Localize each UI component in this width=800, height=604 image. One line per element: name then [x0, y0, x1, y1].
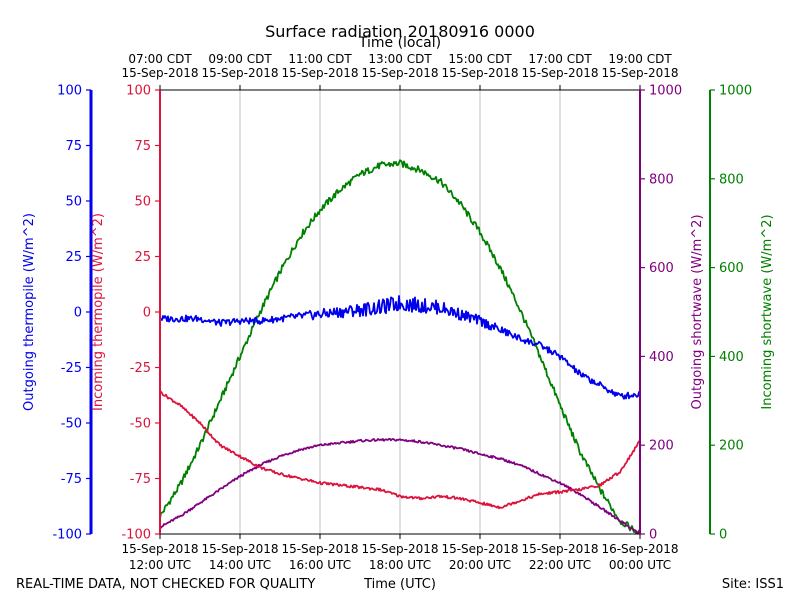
top-axis-label: Time (local) — [358, 35, 441, 51]
chart-title: Surface radiation 20180916 0000 — [265, 22, 535, 41]
outgoing_shortwave-axis-label: Outgoing shortwave (W/m^2) — [690, 214, 705, 409]
incoming_thermopile-tick-label: 0 — [143, 306, 151, 321]
bottom-tick-time: 16:00 UTC — [289, 558, 351, 572]
top-tick-date: 15-Sep-2018 — [441, 66, 518, 80]
incoming_thermopile-tick-label: 75 — [134, 139, 151, 154]
outgoing_shortwave-tick-label: 200 — [649, 439, 674, 454]
incoming_thermopile-tick-label: 25 — [134, 250, 151, 265]
incoming_thermopile-tick-label: 100 — [126, 84, 151, 99]
bottom-tick-time: 22:00 UTC — [529, 558, 591, 572]
bottom-tick-date: 16-Sep-2018 — [601, 542, 678, 556]
incoming_shortwave-tick-label: 400 — [719, 350, 744, 365]
incoming_thermopile-tick-label: 50 — [134, 195, 151, 210]
series-outgoing-shortwave — [159, 437, 641, 535]
bottom-tick-time: 12:00 UTC — [129, 558, 191, 572]
outgoing_shortwave-tick-label: 400 — [649, 350, 674, 365]
outgoing_shortwave-tick-label: 800 — [649, 172, 674, 187]
bottom-tick-date: 15-Sep-2018 — [201, 542, 278, 556]
outgoing_thermopile-tick-label: -25 — [61, 361, 82, 376]
outgoing_thermopile-tick-label: 50 — [65, 195, 82, 210]
bottom-tick-date: 15-Sep-2018 — [441, 542, 518, 556]
bottom-tick-date: 15-Sep-2018 — [521, 542, 598, 556]
series-outgoing-thermopile — [159, 295, 641, 400]
series-incoming-shortwave — [159, 159, 641, 535]
top-tick-time: 09:00 CDT — [208, 52, 272, 66]
series-layer — [159, 159, 641, 535]
outgoing_thermopile-tick-label: 25 — [65, 250, 82, 265]
outgoing_thermopile-axis-label: Outgoing thermopile (W/m^2) — [22, 213, 37, 411]
top-tick-date: 15-Sep-2018 — [201, 66, 278, 80]
outgoing_shortwave-tick-label: 0 — [649, 528, 657, 543]
bottom-tick-time: 20:00 UTC — [449, 558, 511, 572]
top-tick-date: 15-Sep-2018 — [361, 66, 438, 80]
incoming_shortwave-tick-label: 1000 — [719, 84, 752, 99]
outgoing_thermopile-tick-label: 75 — [65, 139, 82, 154]
incoming_thermopile-tick-label: -25 — [130, 361, 151, 376]
bottom-tick-date: 15-Sep-2018 — [281, 542, 358, 556]
bottom-axis-label: Time (UTC) — [363, 577, 436, 592]
top-tick-time: 07:00 CDT — [128, 52, 192, 66]
outgoing_thermopile-tick-label: 0 — [74, 306, 82, 321]
grid-layer — [239, 90, 561, 534]
incoming_thermopile-axis-label: Incoming thermopile (W/m^2) — [91, 213, 106, 411]
bottom-tick-time: 14:00 UTC — [209, 558, 271, 572]
axes-layer: -100 -75 -50 -25 0 25 50 75 100 Outgoing thermopi… — [22, 84, 775, 543]
incoming_shortwave-tick-label: 600 — [719, 261, 744, 276]
top-tick-time: 17:00 CDT — [528, 52, 592, 66]
incoming_shortwave-axis-label: Incoming shortwave (W/m^2) — [760, 214, 775, 409]
outgoing_shortwave-tick-label: 1000 — [649, 84, 682, 99]
top-tick-time: 11:00 CDT — [288, 52, 352, 66]
top-tick-time: 15:00 CDT — [448, 52, 512, 66]
x-tick-layer: 15-Sep-2018 12:00 UTC 15-Sep-2018 14:00 UTC… — [121, 52, 678, 572]
top-tick-date: 15-Sep-2018 — [601, 66, 678, 80]
incoming_thermopile-tick-label: -50 — [130, 417, 151, 432]
site-label: Site: ISS1 — [722, 577, 784, 592]
incoming_shortwave-tick-label: 200 — [719, 439, 744, 454]
outgoing_thermopile-tick-label: -50 — [61, 417, 82, 432]
outgoing_thermopile-tick-label: -100 — [52, 528, 82, 543]
quality-notice: REAL-TIME DATA, NOT CHECKED FOR QUALITY — [16, 577, 315, 592]
outgoing_thermopile-tick-label: 100 — [57, 84, 82, 99]
outgoing_thermopile-tick-label: -75 — [61, 472, 82, 487]
top-tick-time: 13:00 CDT — [368, 52, 432, 66]
incoming_thermopile-tick-label: -100 — [121, 528, 151, 543]
bottom-tick-time: 00:00 UTC — [609, 558, 671, 572]
top-tick-time: 19:00 CDT — [608, 52, 672, 66]
bottom-tick-time: 18:00 UTC — [369, 558, 431, 572]
top-tick-date: 15-Sep-2018 — [281, 66, 358, 80]
bottom-tick-date: 15-Sep-2018 — [121, 542, 198, 556]
incoming_thermopile-tick-label: -75 — [130, 472, 151, 487]
series-incoming-thermopile — [159, 390, 641, 510]
outgoing_shortwave-tick-label: 600 — [649, 261, 674, 276]
incoming_shortwave-tick-label: 800 — [719, 172, 744, 187]
top-tick-date: 15-Sep-2018 — [521, 66, 598, 80]
incoming_shortwave-tick-label: 0 — [719, 528, 727, 543]
top-tick-date: 15-Sep-2018 — [121, 66, 198, 80]
bottom-tick-date: 15-Sep-2018 — [361, 542, 438, 556]
